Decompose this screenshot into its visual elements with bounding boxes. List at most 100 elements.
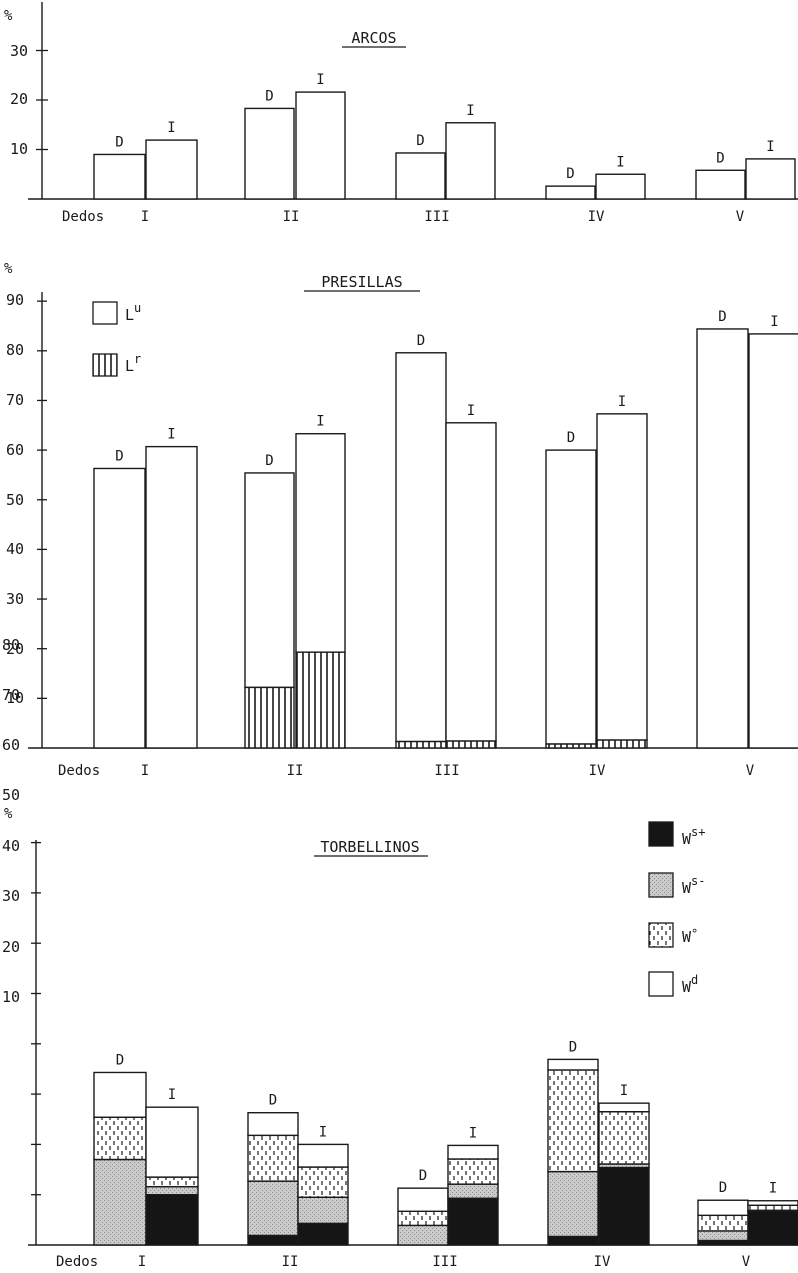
arcos-bar-ii-d-label: D [265,88,273,104]
presillas-ytick-60: 60 [6,441,24,459]
torbellinos-bar-iv-d-wo [547,1069,599,1173]
torbellinos-bar-v-i-ws-plus [747,1210,798,1246]
arcos-bar-i-i [145,139,198,200]
presillas-bar-iv-d-label: D [567,430,575,446]
torbellinos-bar-iii-i-label: I [469,1125,477,1141]
presillas-bar-iii-d-label: D [417,333,425,349]
torbellinos-ytick-30: 30 [2,887,20,905]
arcos-bar-i-d [93,153,146,200]
legend-lu-label: Lu [125,301,141,324]
torbellinos-ytick-50: 50 [2,786,20,804]
torbellinos-bar-i-d-label: D [116,1052,124,1068]
torbellinos-bar-iii-d-wd [397,1187,449,1212]
chart-presillas: % PRESILLAS 10 20 30 40 50 60 70 80 90 L… [4,261,798,779]
torbellinos-category-V: V [742,1254,751,1270]
torbellinos-category-I: I [138,1254,146,1270]
presillas-bar-iii-d-lr [395,740,447,749]
arcos-category-II: II [283,209,300,225]
torbellinos-bar-iii-d-label: D [419,1168,427,1184]
presillas-ytick-70: 70 [6,391,24,409]
legend-ws-minus-sup: s- [691,874,705,888]
torbellinos-bar-ii-d-wo [247,1134,299,1182]
torbellinos-bar-ii-d-wd [247,1112,299,1137]
legend-lr-base: L [125,357,134,375]
legend-ws-plus-sup: s+ [691,825,705,839]
presillas-bar-i-d-lu [93,467,146,749]
legend-lr-label: Lr [125,352,141,375]
torbellinos-bar-ii-i-wd [297,1143,349,1168]
arcos-bar-v-d [695,169,746,200]
arcos-percent-symbol: % [4,8,13,24]
torbellinos-bar-iv-i-wd [598,1102,650,1113]
presillas-ytick-10: 10 [6,689,24,707]
presillas-title: PRESILLAS [321,273,402,291]
presillas-bar-iv-d-lu [545,449,597,745]
torbellinos-ytick-10: 10 [2,988,20,1006]
legend-wo-label: W° [682,927,698,946]
presillas-ytick-90: 90 [6,291,24,309]
presillas-bar-iv-i-lr [596,739,648,749]
presillas-bar-i-d-label: D [115,448,123,464]
legend-wo-swatch [648,922,674,948]
presillas-bar-iv-d-lr [545,743,597,749]
arcos-bars: D D D D D I I I I I [93,72,796,200]
arcos-bar-v-i [745,158,796,200]
legend-ws-minus-base: W [682,879,692,897]
presillas-ytick-20: 20 [6,640,24,658]
arcos-bar-iii-d-label: D [416,133,424,149]
torbellinos-bar-iv-i-wo [598,1111,650,1165]
torbellinos-bar-iii-d-ws-minus [397,1224,449,1246]
presillas-bar-iv-i-label: I [618,394,626,410]
presillas-ytick-80: 80 [6,341,24,359]
torbellinos-bar-iv-d-wd [547,1058,599,1071]
legend-lu-base: L [125,306,134,324]
legend-wo-base: W [682,928,692,946]
arcos-bar-v-i-label: I [766,139,774,155]
torbellinos-bar-iv-i-ws-plus [598,1166,650,1246]
torbellinos-bar-i-i-ws-plus [145,1193,199,1246]
torbellinos-bar-iii-i-wo [447,1158,499,1185]
arcos-category-IV: IV [588,209,605,225]
torbellinos-percent-symbol: % [4,806,13,822]
torbellinos-category-II: II [282,1254,299,1270]
torbellinos-bar-v-i-wd [747,1200,798,1206]
torbellinos-xlabel: Dedos [56,1254,98,1270]
presillas-category-IV: IV [589,763,606,779]
arcos-bar-iii-i-label: I [466,103,474,119]
legend-lu-swatch [92,301,118,325]
arcos-bar-iv-d [545,185,596,200]
presillas-category-I: I [141,763,149,779]
torbellinos-bar-ii-i-ws-plus [297,1222,349,1246]
chart-arcos: % ARCOS 10 20 30 Dedos I II III IV V DDD… [4,2,798,225]
torbellinos-ytick-60: 60 [2,736,20,754]
arcos-bar-v-d-label: D [716,150,724,166]
torbellinos-bar-ii-d-label: D [269,1093,277,1109]
presillas-bar-ii-i-lu [295,433,346,653]
presillas-ytick-40: 40 [6,540,24,558]
torbellinos-bar-ii-i-wo [297,1166,349,1198]
torbellinos-bar-i-i-wd [145,1106,199,1178]
torbellinos-bar-v-i-label: I [769,1181,777,1197]
presillas-bar-iii-i-label: I [467,403,475,419]
arcos-title: ARCOS [351,29,396,47]
torbellinos-bar-v-d-ws-minus [697,1230,749,1242]
torbellinos-bar-iii-i-ws-minus [447,1183,499,1199]
legend-lu-sup: u [134,301,141,315]
presillas-bars: D D D D D I I I I I [93,309,798,749]
torbellinos-ytick-40: 40 [2,837,20,855]
torbellinos-bar-iii-i-ws-plus [447,1197,499,1246]
arcos-category-V: V [736,209,745,225]
presillas-ytick-50: 50 [6,491,24,509]
presillas-bar-iii-d-lu [395,352,447,743]
torbellinos-bar-iv-i-label: I [620,1083,628,1099]
legend-ws-minus-swatch [648,872,674,898]
presillas-percent-symbol: % [4,261,13,277]
torbellinos-bar-v-i-wo [747,1204,798,1211]
torbellinos-category-IV: IV [594,1254,611,1270]
arcos-bar-i-i-label: I [167,120,175,136]
presillas-bar-i-i-lu [145,445,198,749]
presillas-category-V: V [746,763,755,779]
arcos-category-I: I [141,209,149,225]
torbellinos-bar-iv-d-label: D [569,1039,577,1055]
